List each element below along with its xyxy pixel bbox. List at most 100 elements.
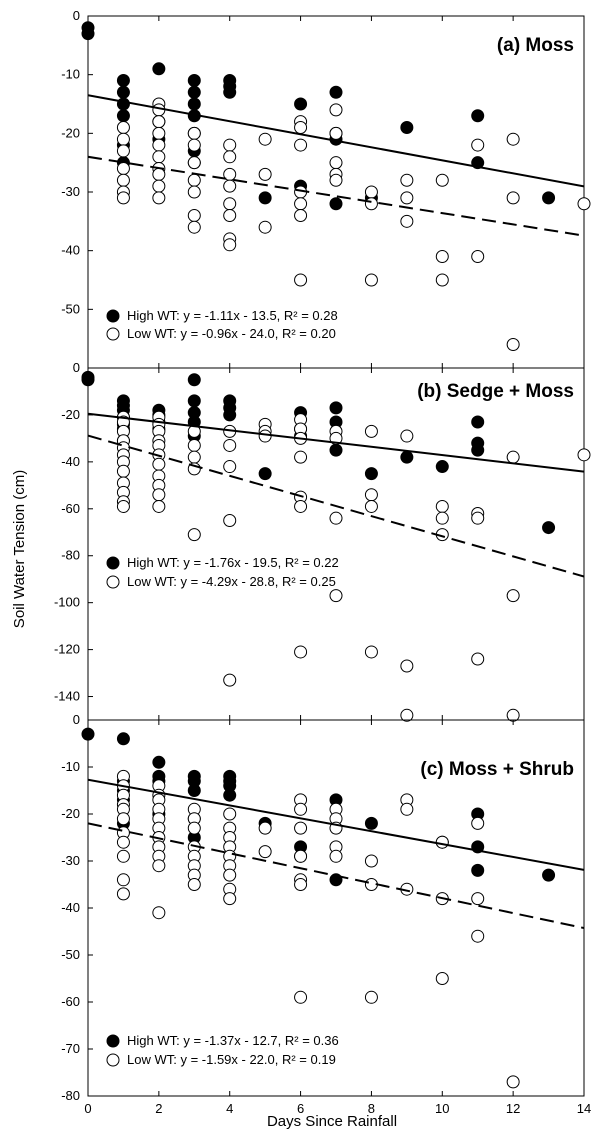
y-tick-label: -20	[61, 125, 80, 140]
low-wt-point	[258, 429, 272, 443]
high-wt-point	[223, 788, 237, 802]
low-wt-point	[152, 179, 166, 193]
high-wt-point	[116, 732, 130, 746]
x-tick-label: 4	[226, 1101, 233, 1116]
low-wt-point	[223, 868, 237, 882]
panel-a-title: (a) Moss	[497, 35, 574, 56]
low-wt-point	[435, 273, 449, 287]
legend-high-marker	[106, 309, 120, 323]
low-wt-point	[152, 115, 166, 129]
low-wt-point	[258, 845, 272, 859]
low-wt-point	[294, 645, 308, 659]
low-wt-point	[400, 802, 414, 816]
low-wt-point	[329, 103, 343, 117]
low-wt-point	[364, 645, 378, 659]
low-wt-point	[187, 220, 201, 234]
legend-low-label: Low WT: y = -4.29x - 28.8, R² = 0.25	[127, 574, 336, 589]
panel-a-legend: High WT: y = -1.11x - 13.5, R² = 0.28 Lo…	[106, 308, 338, 341]
low-wt-point	[506, 450, 520, 464]
low-wt-point	[435, 250, 449, 264]
high-wt-point	[223, 408, 237, 422]
legend-high-label: High WT: y = -1.37x - 12.7, R² = 0.36	[127, 1033, 339, 1048]
low-wt-point	[187, 878, 201, 891]
low-wt-point	[187, 156, 201, 170]
low-wt-point	[329, 589, 343, 603]
low-wt-point	[116, 873, 130, 887]
y-tick-label: -40	[61, 900, 80, 915]
low-wt-point	[116, 191, 130, 205]
high-wt-point	[116, 74, 130, 88]
high-wt-point	[258, 467, 272, 481]
low-wt-point	[116, 162, 130, 176]
low-wt-point	[364, 185, 378, 199]
panel-c: -10 -20 -30 -40 -50 -60 -70 -80 (c) Moss + Shru…	[61, 719, 585, 1103]
high-wt-point	[471, 863, 485, 877]
low-wt-point	[329, 126, 343, 140]
low-wt-point	[223, 438, 237, 452]
low-wt-point	[116, 887, 130, 901]
low-wt-point	[187, 450, 201, 464]
high-wt-point	[81, 27, 95, 41]
legend-high-label: High WT: y = -1.76x - 19.5, R² = 0.22	[127, 555, 339, 570]
high-wt-point	[471, 415, 485, 429]
low-wt-point	[471, 511, 485, 525]
y-tick-label: -50	[61, 947, 80, 962]
high-wt-point	[187, 784, 201, 797]
high-wt-point	[187, 74, 201, 88]
low-wt-point	[223, 673, 237, 687]
low-wt-point	[152, 191, 166, 205]
low-wt-point	[152, 167, 166, 181]
low-wt-point	[258, 220, 272, 234]
low-wt-regression-line	[88, 822, 584, 930]
low-wt-point	[364, 488, 378, 502]
y-tick-label: -40	[61, 243, 80, 258]
low-wt-point	[258, 167, 272, 181]
low-wt-point	[152, 457, 166, 471]
high-wt-point	[223, 85, 237, 99]
low-wt-point	[223, 138, 237, 152]
y-tick-label: -60	[61, 994, 80, 1009]
high-wt-point	[152, 755, 166, 769]
low-wt-point	[116, 120, 130, 134]
low-wt-point	[471, 929, 485, 943]
y-tick-label: -10	[61, 67, 80, 82]
low-wt-point	[152, 499, 166, 513]
low-wt-point	[294, 450, 308, 464]
y-tick-label: -20	[61, 407, 80, 422]
high-wt-point	[81, 373, 95, 387]
panel-c-plot: -10 -20 -30 -40 -50 -60 -70 -80	[61, 719, 585, 1103]
x-axis-label: Days Since Rainfall	[267, 1113, 397, 1130]
low-wt-regression-line	[88, 434, 584, 578]
y-tick-label: -30	[61, 853, 80, 868]
high-wt-point	[329, 85, 343, 99]
low-wt-point	[223, 892, 237, 906]
low-wt-point	[223, 460, 237, 474]
low-wt-point	[294, 990, 308, 1004]
y-tick-label: 0	[73, 712, 80, 727]
low-wt-point	[116, 849, 130, 863]
panel-c-legend: High WT: y = -1.37x - 12.7, R² = 0.36 Lo…	[106, 1033, 339, 1067]
high-wt-point	[329, 197, 343, 211]
low-wt-point	[471, 816, 485, 830]
low-wt-point	[506, 132, 520, 146]
high-wt-point	[116, 109, 130, 123]
low-wt-point	[258, 132, 272, 146]
low-wt-point	[187, 528, 201, 542]
legend-low-marker	[106, 1053, 120, 1067]
low-wt-point	[116, 173, 130, 187]
low-wt-point	[400, 708, 414, 722]
low-wt-point	[294, 821, 308, 835]
y-tick-label: -140	[54, 689, 80, 704]
low-wt-point	[116, 144, 130, 158]
low-wt-point	[116, 132, 130, 146]
low-wt-point	[152, 138, 166, 152]
low-wt-point	[294, 208, 308, 222]
low-wt-point	[187, 138, 201, 152]
low-wt-point	[223, 514, 237, 528]
high-wt-point	[294, 97, 308, 111]
y-tick-label: -80	[61, 1088, 80, 1103]
low-wt-point	[294, 197, 308, 211]
panel-a: 0 -10 -20 -30 -40 -50 (a) Moss High WT: y = -…	[61, 8, 591, 369]
low-wt-point	[223, 150, 237, 164]
